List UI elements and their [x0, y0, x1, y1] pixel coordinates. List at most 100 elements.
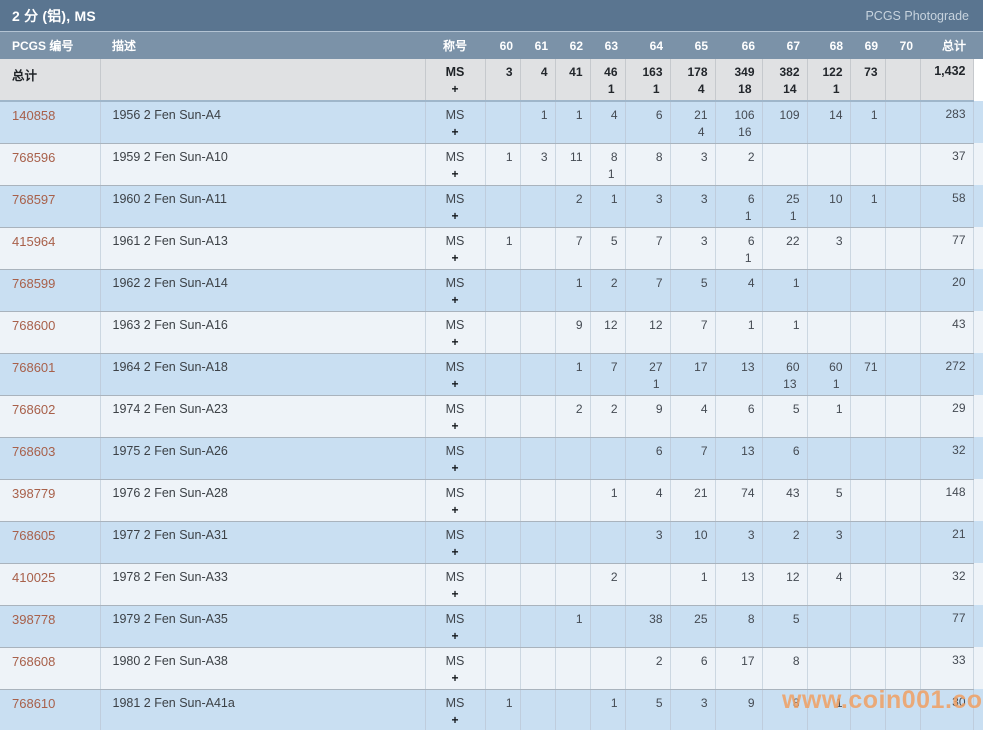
- row-gutter: [973, 647, 983, 689]
- grade-cell-68: [807, 143, 851, 186]
- grade-cell-65: 4: [670, 395, 716, 438]
- table-body: 总计 MS + 3 4 41 46 1 163 1 178 4 349 18 382 14…: [0, 59, 983, 730]
- grade-cell-61: [520, 311, 556, 354]
- pcgs-number-link[interactable]: 768602: [12, 401, 56, 417]
- grade-cell-63: [590, 521, 626, 564]
- pcgs-number-link[interactable]: 768608: [12, 653, 56, 669]
- pcgs-number-cell: 768600: [0, 311, 101, 354]
- grade-cell-65: 25: [670, 605, 716, 648]
- pcgs-number-cell: 768601: [0, 353, 101, 396]
- pcgs-number-link[interactable]: 768603: [12, 443, 56, 459]
- grade-cell-68: 60 1: [807, 353, 851, 396]
- pcgs-number-link[interactable]: 398778: [12, 611, 56, 627]
- designation-cell: MS +: [425, 311, 486, 354]
- designation-plus: +: [451, 418, 459, 433]
- pcgs-number-cell: 768597: [0, 185, 101, 228]
- table-row: 768600 1963 2 Fen Sun-A16 MS + 9 12 12 7…: [0, 311, 983, 354]
- col-header-grade-68: 68: [807, 32, 850, 59]
- grade-cell-62: 1: [555, 269, 591, 312]
- grade-cell-67: 43: [762, 479, 808, 522]
- row-total-cell: 77: [920, 227, 974, 270]
- row-gutter: [973, 59, 983, 101]
- grade-cell-61: [520, 353, 556, 396]
- designation-ms: MS: [445, 317, 465, 332]
- grade-cell-69: [850, 227, 886, 270]
- designation-plus: +: [451, 544, 459, 559]
- row-total-cell: 32: [920, 563, 974, 606]
- grade-cell-67: 12: [762, 563, 808, 606]
- grade-cell-61: [520, 437, 556, 480]
- grade-cell-60: 1: [485, 143, 521, 186]
- pcgs-number-link[interactable]: 410025: [12, 569, 56, 585]
- totals-label: 总计: [12, 69, 38, 83]
- coin-description: 1959 2 Fen Sun-A10: [100, 143, 426, 186]
- pcgs-number-link[interactable]: 398779: [12, 485, 56, 501]
- grade-cell-61: 4: [520, 59, 556, 102]
- designation-plus: +: [451, 502, 459, 517]
- grade-cell-70: [885, 479, 921, 522]
- grade-cell-61: [520, 395, 556, 438]
- grade-cell-61: [520, 689, 556, 730]
- grade-cell-66: 6: [715, 395, 763, 438]
- grade-cell-66: 74: [715, 479, 763, 522]
- grade-cell-66: 13: [715, 437, 763, 480]
- page-title: 2 分 (铝), MS: [12, 7, 96, 24]
- grade-cell-61: [520, 269, 556, 312]
- grade-cell-65: 5: [670, 269, 716, 312]
- pcgs-number-link[interactable]: 768597: [12, 191, 56, 207]
- grade-cell-60: [485, 395, 521, 438]
- photograde-link[interactable]: PCGS Photograde: [865, 8, 969, 23]
- pcgs-number-link[interactable]: 140858: [12, 108, 56, 123]
- col-header-grade-66: 66: [715, 32, 762, 59]
- designation-ms: MS: [445, 65, 465, 79]
- grade-cell-68: [807, 269, 851, 312]
- designation-plus: +: [451, 586, 459, 601]
- designation-cell: MS +: [425, 269, 486, 312]
- designation-plus: +: [451, 250, 459, 265]
- grade-cell-66: 3: [715, 521, 763, 564]
- row-gutter: [973, 185, 983, 227]
- row-gutter: [973, 605, 983, 647]
- grade-cell-69: 71: [850, 353, 886, 396]
- pcgs-number-link[interactable]: 768599: [12, 275, 56, 291]
- designation-ms: MS: [445, 275, 465, 290]
- designation-ms: MS: [445, 527, 465, 542]
- designation-ms: MS: [445, 443, 465, 458]
- pcgs-number-link[interactable]: 768610: [12, 695, 56, 711]
- grade-cell-60: [485, 437, 521, 480]
- pcgs-number-cell: 总计: [0, 59, 101, 102]
- grade-cell-60: 1: [485, 227, 521, 270]
- designation-cell: MS +: [425, 185, 486, 228]
- grade-cell-63: [590, 647, 626, 690]
- row-total-cell: 1,432: [920, 59, 974, 102]
- grade-cell-61: [520, 521, 556, 564]
- grade-cell-64: 2: [625, 647, 671, 690]
- grade-cell-63: [590, 437, 626, 480]
- designation-cell: MS +: [425, 101, 486, 144]
- grade-cell-64: 6: [625, 437, 671, 480]
- designation-plus: +: [451, 82, 459, 96]
- pcgs-number-cell: 768610: [0, 689, 101, 730]
- designation-ms: MS: [445, 611, 465, 626]
- grade-cell-63: 1: [590, 689, 626, 730]
- grade-cell-62: 1: [555, 101, 591, 144]
- grade-cell-60: [485, 269, 521, 312]
- designation-plus: +: [451, 670, 459, 685]
- pcgs-number-link[interactable]: 768596: [12, 149, 56, 165]
- pcgs-number-link[interactable]: 768605: [12, 527, 56, 543]
- coin-description: 1956 2 Fen Sun-A4: [100, 101, 426, 144]
- grade-cell-60: [485, 185, 521, 228]
- pcgs-number-link[interactable]: 768600: [12, 317, 56, 333]
- grade-cell-64: 5: [625, 689, 671, 730]
- pcgs-number-cell: 768608: [0, 647, 101, 690]
- coin-description: 1963 2 Fen Sun-A16: [100, 311, 426, 354]
- grade-cell-70: [885, 563, 921, 606]
- pcgs-number-link[interactable]: 415964: [12, 233, 56, 249]
- grade-cell-60: [485, 479, 521, 522]
- pcgs-number-link[interactable]: 768601: [12, 359, 56, 375]
- grade-cell-64: 27 1: [625, 353, 671, 396]
- grade-cell-62: 1: [555, 353, 591, 396]
- totals-row: 总计 MS + 3 4 41 46 1 163 1 178 4 349 18 382 14…: [0, 59, 983, 102]
- table-row: 398779 1976 2 Fen Sun-A28 MS + 1 4 21 74…: [0, 479, 983, 522]
